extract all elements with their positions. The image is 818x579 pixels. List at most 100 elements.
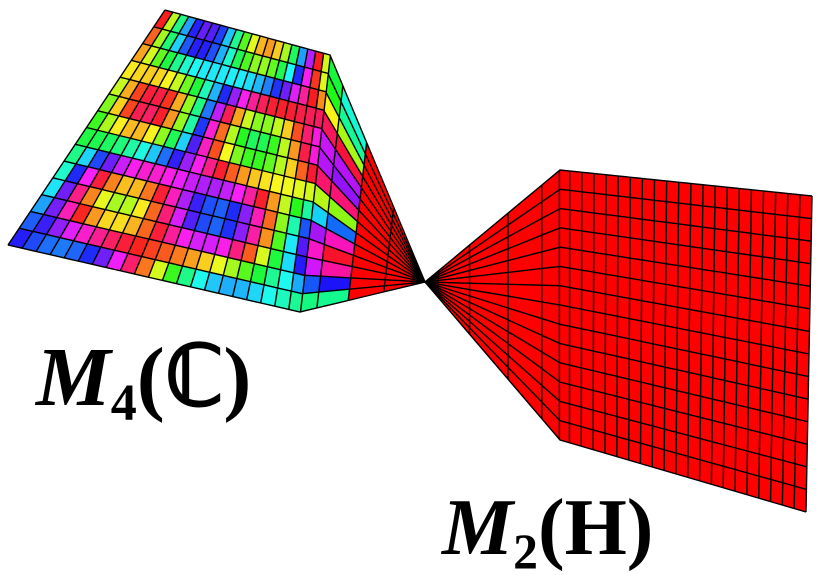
right-surface-cell <box>630 177 642 199</box>
right-surface-cell <box>702 248 714 271</box>
right-surface-cell <box>795 464 807 490</box>
right-surface-cell <box>677 349 689 373</box>
right-surface-cell <box>665 326 677 349</box>
right-surface-cell <box>690 204 702 227</box>
right-surface-cell <box>703 185 715 208</box>
right-surface-cell <box>713 293 725 317</box>
right-surface-cell <box>785 349 797 374</box>
right-surface-cell <box>762 257 774 281</box>
right-surface-cell <box>642 260 654 282</box>
right-surface-cell <box>750 233 762 257</box>
label-m4-subscript: 4 <box>111 375 137 432</box>
label-m2-quaternion: M2(H) <box>442 488 653 576</box>
right-surface-cell <box>772 369 784 394</box>
right-surface-cell <box>665 388 677 412</box>
label-m2-subscript: 2 <box>513 524 538 579</box>
right-surface-cell <box>679 182 691 204</box>
right-surface-cell <box>736 405 748 430</box>
right-surface-cell <box>774 281 786 305</box>
right-surface-cell <box>629 339 641 362</box>
right-surface-cell <box>570 307 582 329</box>
right-surface-cell <box>689 351 701 375</box>
right-surface-cell <box>763 191 775 214</box>
right-surface-cell <box>677 391 689 415</box>
right-surface-cell <box>594 174 606 195</box>
right-surface-cell <box>785 327 797 352</box>
right-surface-cell <box>618 256 630 278</box>
right-surface-cell <box>712 378 724 402</box>
right-surface-cell <box>688 435 700 459</box>
right-surface-cell <box>629 298 641 321</box>
right-surface-cell <box>796 374 808 399</box>
right-surface-cell <box>606 234 618 256</box>
right-surface-cell <box>606 195 618 216</box>
right-surface-cell <box>542 266 560 285</box>
right-surface-cell <box>594 272 606 294</box>
left-surface-cell <box>303 275 321 293</box>
right-surface-cell <box>702 290 714 313</box>
right-surface-cell <box>715 207 727 230</box>
right-surface-cell <box>617 296 629 318</box>
right-surface-cell <box>593 351 605 374</box>
right-surface-cell <box>665 367 677 391</box>
right-surface-cell <box>784 416 796 441</box>
right-surface-cell <box>749 342 761 366</box>
right-surface-cell <box>787 216 799 240</box>
right-surface-cell <box>593 391 605 414</box>
right-surface-cell <box>629 319 641 342</box>
label-m4-field: (ℂ) <box>137 331 252 424</box>
right-surface-cell <box>559 286 569 307</box>
right-surface-cell <box>700 460 712 485</box>
right-surface-cell <box>653 344 665 367</box>
right-surface-cell <box>581 388 593 411</box>
right-surface-cell <box>666 181 678 203</box>
right-surface-cell <box>665 305 677 328</box>
right-surface-cell <box>617 316 629 339</box>
right-surface-cell <box>701 354 713 378</box>
right-surface-cell <box>774 259 786 283</box>
right-surface-cell <box>641 362 653 385</box>
right-surface-cell <box>678 266 690 289</box>
right-surface-cell <box>727 209 739 232</box>
right-surface-cell <box>666 284 678 307</box>
right-surface-cell <box>666 202 678 224</box>
right-surface-cell <box>593 331 605 353</box>
right-surface-cell <box>582 192 594 213</box>
right-surface-cell <box>748 408 760 433</box>
right-surface-cell <box>714 271 726 294</box>
right-surface-cell <box>559 343 569 365</box>
right-surface-cell <box>641 341 653 364</box>
right-surface-cell <box>617 356 629 379</box>
right-surface-cell <box>749 299 761 323</box>
right-surface-cell <box>797 307 809 332</box>
right-surface-cell <box>727 187 739 210</box>
right-surface-cell <box>798 284 810 308</box>
right-surface-cell <box>606 215 618 237</box>
right-surface-cell <box>751 212 763 235</box>
right-surface-cell <box>642 219 654 241</box>
right-surface-cell <box>751 190 763 213</box>
right-surface-cell <box>787 194 800 218</box>
right-surface-cell <box>723 445 735 470</box>
right-surface-cell <box>618 176 630 197</box>
right-surface-cell <box>570 249 582 270</box>
right-surface-cell <box>630 197 642 219</box>
label-m4-symbol: M <box>36 331 111 424</box>
right-surface-cell <box>691 184 703 206</box>
right-surface-cell <box>570 287 582 309</box>
right-surface-cell <box>559 382 569 404</box>
right-surface-cell <box>654 221 666 243</box>
right-surface-cell <box>676 411 688 435</box>
right-surface-cell <box>570 346 582 368</box>
right-surface-cell <box>617 396 629 419</box>
right-surface-cell <box>582 290 594 312</box>
right-surface-cell <box>775 192 787 216</box>
right-surface-cell <box>690 225 702 248</box>
right-surface-cell <box>618 236 630 258</box>
right-surface-cell <box>782 483 794 509</box>
right-surface-cell <box>786 260 798 284</box>
right-surface-cell <box>737 340 749 364</box>
right-surface-cell <box>775 214 787 238</box>
right-surface-cell <box>678 224 690 247</box>
right-surface-cell <box>605 374 617 397</box>
